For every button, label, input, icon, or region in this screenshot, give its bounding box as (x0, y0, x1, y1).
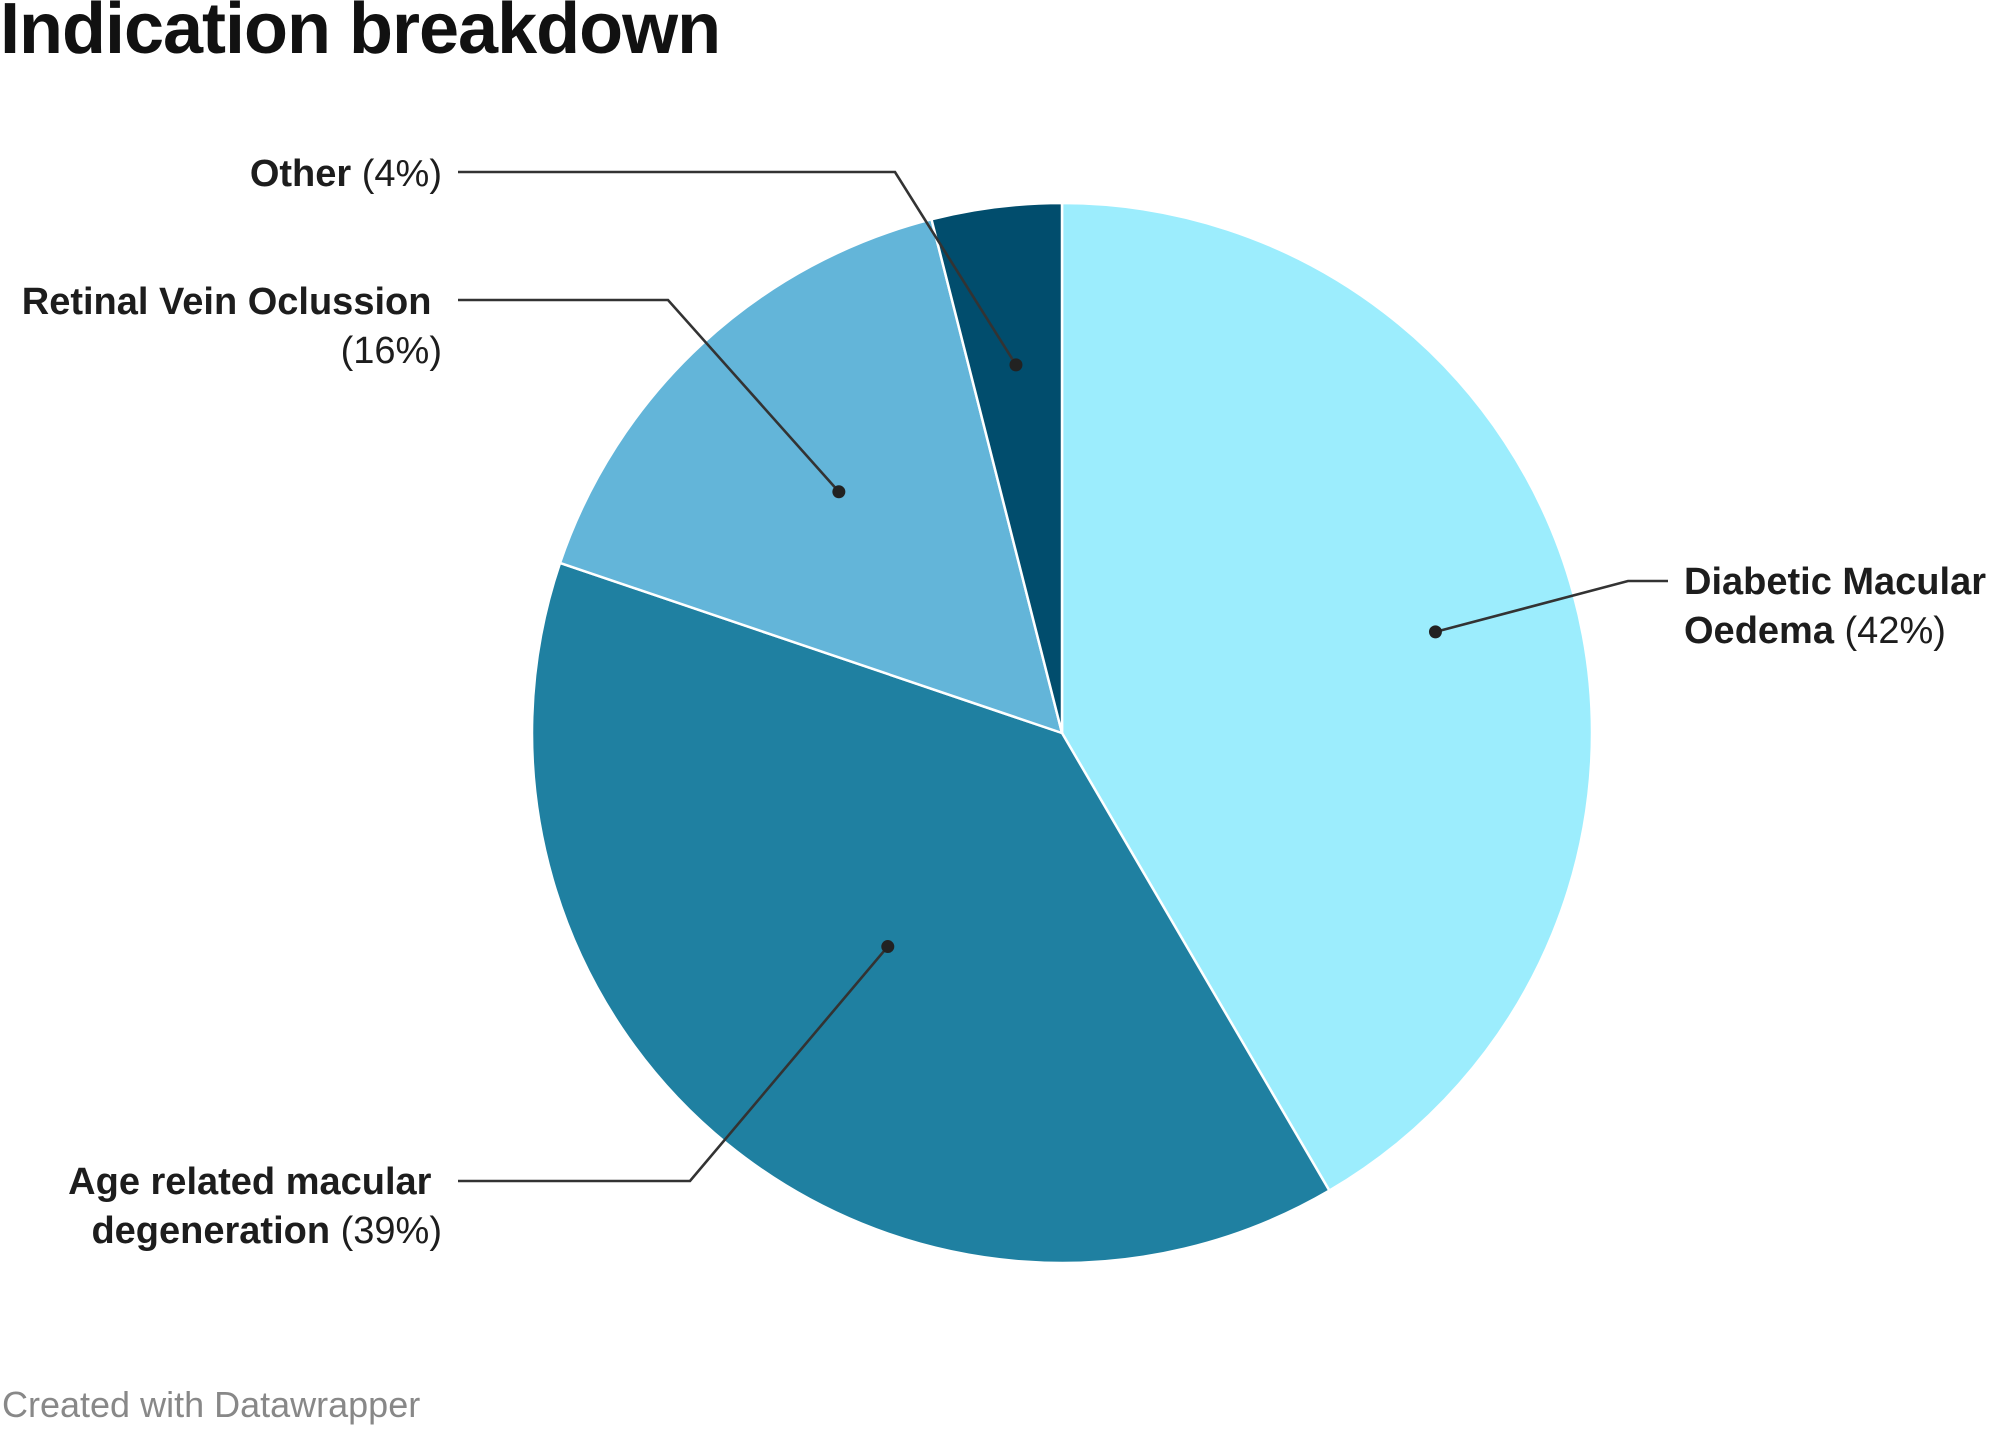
leader-line-other (458, 170, 1018, 366)
label-amd-line1: Age related macular (68, 1161, 431, 1203)
leader-dot-retinal-vein-oclussion (832, 485, 846, 499)
leader-dot-age-related-macular-degeneration (881, 940, 895, 954)
leader-lines (458, 170, 1668, 1183)
leader-line-retinal-vein-oclussion (458, 298, 840, 493)
label-other: Other (4%) (250, 153, 442, 195)
slice-age-related-macular-degeneration (530, 561, 1331, 1265)
label-rvo-pct: (16%) (341, 330, 442, 372)
slice-other (930, 201, 1064, 735)
label-dmo-pct: (42%) (1845, 610, 1946, 652)
label-amd-line2: degeneration (39%) (91, 1210, 442, 1252)
leader-line-diabetic-macular-oedema (1435, 579, 1668, 634)
label-rvo-name: Retinal Vein Oclussion (22, 281, 432, 323)
label-amd-name-end: degeneration (91, 1210, 330, 1252)
label-other-pct: (4%) (362, 153, 442, 195)
label-dmo-line2: Oedema (42%) (1684, 610, 1946, 652)
label-diabetic-macular-oedema: Diabetic Macular Oedema (42%) (1684, 561, 1997, 652)
label-dmo-line1: Diabetic Macular (1684, 561, 1986, 603)
label-age-related-macular-degeneration: Age related macular degeneration (39%) (68, 1161, 442, 1252)
leader-line-age-related-macular-degeneration (458, 945, 889, 1183)
label-other-name: Other (250, 153, 352, 195)
label-dmo-name-end: Oedema (1684, 610, 1835, 652)
slice-retinal-vein-oclussion (558, 218, 1064, 735)
label-retinal-vein-oclussion: Retinal Vein Oclussion (16%) (22, 281, 442, 372)
label-amd-pct: (39%) (341, 1210, 442, 1252)
pie-slices (530, 201, 1594, 1265)
leader-dot-other (1009, 358, 1023, 372)
credit-footer: Created with Datawrapper (2, 1384, 421, 1425)
leader-dot-diabetic-macular-oedema (1428, 625, 1442, 639)
chart-title: Indication breakdown (0, 0, 721, 69)
